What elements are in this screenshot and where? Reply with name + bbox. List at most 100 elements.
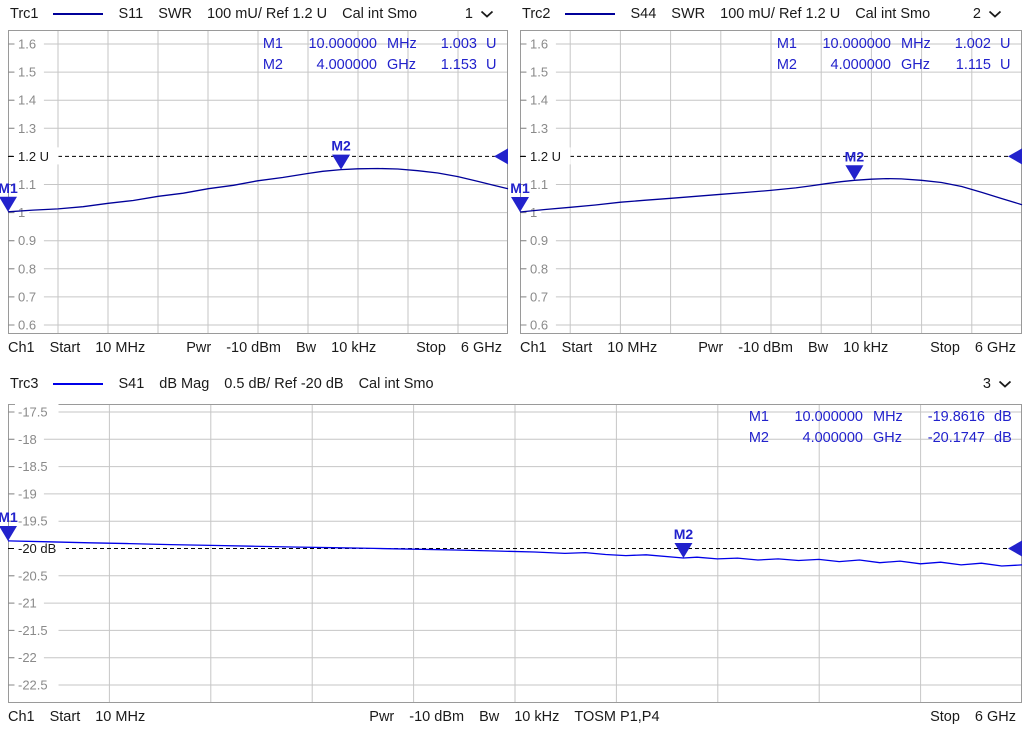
y-axis-label: -18.5 <box>18 459 48 474</box>
marker-m2-trc2[interactable]: M2 <box>845 148 865 181</box>
stop-label[interactable]: Stop <box>416 340 446 356</box>
trace-header-trc2[interactable]: Trc2 S44 SWR 100 mU/ Ref 1.2 U Cal int S… <box>512 0 1024 28</box>
bandwidth-label[interactable]: Bw <box>808 340 829 356</box>
trace-color-sample <box>53 383 104 385</box>
y-axis-label-bg <box>15 430 44 448</box>
readout-val: -20.1747 <box>927 430 985 446</box>
power-value[interactable]: -10 dBm <box>409 709 465 725</box>
channel-axis-bar-ch1-bottom: Ch1 Start 10 MHz Pwr -10 dBm Bw 10 kHz T… <box>8 705 1022 729</box>
chart-svg-trc1: 1.6 1.5 1.4 1.3 1.2 U 1.1 1 0.9 0.8 0.7 0.6 M1 M2 <box>0 30 509 334</box>
y-axis-label: 0.7 <box>530 289 548 304</box>
marker-triangle-icon <box>0 196 17 212</box>
stop-value[interactable]: 6 GHz <box>974 340 1016 356</box>
trace-header-trc1[interactable]: Trc1 S11 SWR 100 mU/ Ref 1.2 U Cal int S… <box>0 0 512 28</box>
marker-m1-trc1[interactable]: M1 <box>0 180 18 212</box>
power-value[interactable]: -10 dBm <box>738 340 793 356</box>
plot-area-trc3[interactable]: -17.5 -18 -18.5 -19 -19.5 -20 dB -20.5 -21 -21.5… <box>0 403 1023 703</box>
trace-cal-status: Cal int Smo <box>855 6 931 22</box>
trace-parameter: S11 <box>118 6 144 22</box>
marker-readout-trc2: M1 10.000000 MHz 1.002 U M2 4.000000 GHz 1.115 U <box>769 34 1018 76</box>
trace-cal-status: Cal int Smo <box>358 376 434 392</box>
stop-label[interactable]: Stop <box>930 709 960 725</box>
start-label[interactable]: Start <box>49 340 81 356</box>
marker-label: M1 <box>510 180 530 196</box>
y-axis-label-bg <box>15 316 44 333</box>
y-axis-label-bg <box>15 203 30 221</box>
readout-freq: 4.000000 <box>802 430 863 446</box>
marker-m2-trc1[interactable]: M2 <box>331 138 351 170</box>
power-label[interactable]: Pwr <box>186 340 212 356</box>
stop-label[interactable]: Stop <box>930 340 960 356</box>
marker-readout-row-m1: M1 10.000000 MHz 1.003 U <box>255 34 504 55</box>
y-axis-label-bg <box>15 566 59 584</box>
y-axis-label: 1.3 <box>530 121 548 136</box>
y-axis-label-bg <box>15 512 59 530</box>
marker-readout-row-m1: M1 10.000000 MHz -19.8616 dB <box>741 407 1018 428</box>
marker-m2-trc3[interactable]: M2 <box>674 526 694 559</box>
readout-name: M2 <box>776 57 797 73</box>
stop-value[interactable]: 6 GHz <box>974 709 1016 725</box>
channel-label[interactable]: Ch1 <box>520 340 547 356</box>
trace-line-trc2[interactable] <box>519 177 1023 213</box>
bandwidth-label[interactable]: Bw <box>479 709 500 725</box>
readout-funit: MHz <box>901 36 931 52</box>
power-label[interactable]: Pwr <box>698 340 724 356</box>
readout-name: M1 <box>748 409 769 425</box>
trace-format: SWR <box>158 6 193 22</box>
channel-selector[interactable]: 1 <box>465 6 494 22</box>
y-axis-label-bg <box>527 147 571 165</box>
cal-type-label[interactable]: TOSM P1,P4 <box>574 709 660 725</box>
ref-level-indicator[interactable] <box>1008 148 1022 165</box>
start-value[interactable]: 10 MHz <box>607 340 658 356</box>
y-axis-label: 1.3 <box>18 121 36 136</box>
marker-readout-trc1: M1 10.000000 MHz 1.003 U M2 4.000000 GHz 1.153 U <box>255 34 504 76</box>
channel-label[interactable]: Ch1 <box>8 709 35 725</box>
marker-m1-trc2[interactable]: M1 <box>510 180 530 213</box>
channel-axis-bar-ch1-left: Ch1 Start 10 MHz Pwr -10 dBm Bw 10 kHz S… <box>8 336 508 360</box>
bandwidth-value[interactable]: 10 kHz <box>514 709 560 725</box>
trace-scale: 0.5 dB/ Ref -20 dB <box>224 376 344 392</box>
trace-line-trc1[interactable] <box>7 167 509 213</box>
y-axis-label: -22.5 <box>18 678 48 693</box>
power-value[interactable]: -10 dBm <box>226 340 281 356</box>
power-label[interactable]: Pwr <box>369 709 395 725</box>
plot-area-trc2[interactable]: 1.6 1.5 1.4 1.3 1.2 U 1.1 1 0.9 0.8 0.7 0.6 M1 M2 <box>510 30 1023 334</box>
trace-line-trc3[interactable] <box>7 540 1023 567</box>
start-label[interactable]: Start <box>561 340 593 356</box>
marker-m1-trc3[interactable]: M1 <box>0 509 18 541</box>
bandwidth-label[interactable]: Bw <box>296 340 317 356</box>
readout-funit: GHz <box>387 57 416 73</box>
channel-selector[interactable]: 3 <box>983 376 1012 392</box>
y-axis-label-bg <box>527 316 556 333</box>
y-axis-label: 1.5 <box>530 65 548 80</box>
readout-vunit: U <box>1000 36 1011 52</box>
bandwidth-value[interactable]: 10 kHz <box>843 340 889 356</box>
ref-level-indicator[interactable] <box>1008 540 1022 557</box>
trace-name: Trc1 <box>10 6 39 22</box>
marker-label: M1 <box>0 509 18 525</box>
marker-readout-row-m1: M1 10.000000 MHz 1.002 U <box>769 34 1018 55</box>
start-label[interactable]: Start <box>49 709 81 725</box>
y-axis-label-bg <box>15 287 44 305</box>
readout-name: M1 <box>776 36 797 52</box>
bandwidth-value[interactable]: 10 kHz <box>331 340 377 356</box>
ref-level-indicator[interactable] <box>494 148 508 165</box>
y-axis-label: 0.7 <box>18 289 36 304</box>
ref-level-label: 1.2 U <box>18 149 49 164</box>
readout-val: 1.003 <box>440 36 477 52</box>
y-axis-label: 1.1 <box>530 177 548 192</box>
channel-selector[interactable]: 2 <box>973 6 1002 22</box>
y-axis-label-bg <box>527 91 556 109</box>
start-value[interactable]: 10 MHz <box>95 340 146 356</box>
readout-vunit: U <box>486 36 497 52</box>
marker-triangle-icon <box>332 154 351 170</box>
stop-value[interactable]: 6 GHz <box>460 340 502 356</box>
y-axis-label: 0.6 <box>530 318 548 333</box>
channel-label[interactable]: Ch1 <box>8 340 35 356</box>
trace-header-trc3[interactable]: Trc3 S41 dB Mag 0.5 dB/ Ref -20 dB Cal i… <box>0 370 1024 398</box>
start-value[interactable]: 10 MHz <box>95 709 146 725</box>
y-axis-label-bg <box>527 203 542 221</box>
y-axis-label-bg <box>15 676 59 693</box>
trace-scale: 100 mU/ Ref 1.2 U <box>720 6 841 22</box>
plot-area-trc1[interactable]: 1.6 1.5 1.4 1.3 1.2 U 1.1 1 0.9 0.8 0.7 0.6 M1 M2 <box>0 30 509 334</box>
